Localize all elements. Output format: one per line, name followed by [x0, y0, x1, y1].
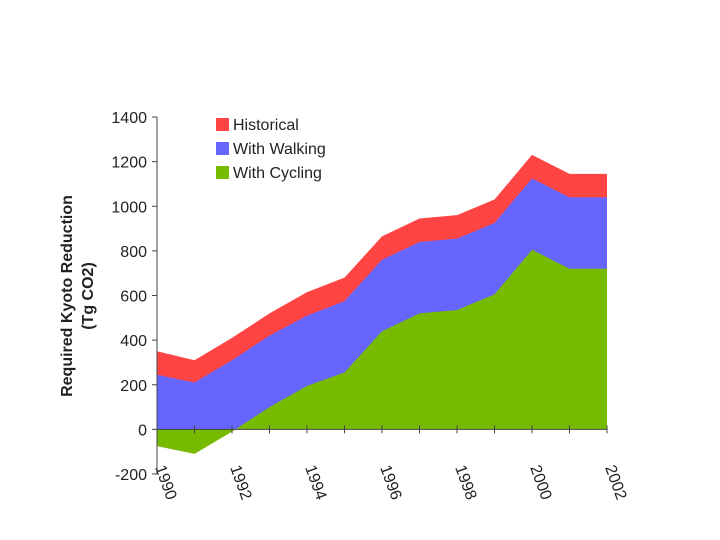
- area-layer: [157, 154, 607, 454]
- y-tick-label: 1000: [111, 199, 147, 216]
- y-axis-label-line-2: (Tg CO2): [80, 262, 97, 330]
- area-with-cycling: [157, 249, 607, 454]
- y-tick-label: 1400: [111, 110, 147, 127]
- legend: Historical With Walking With Cycling: [216, 117, 326, 182]
- x-tick-label: 1992: [226, 463, 254, 502]
- y-tick-label: 800: [120, 244, 147, 261]
- y-tick-group: -200 0 200 400 600 800 1000 1200 1400: [111, 110, 157, 484]
- x-tick-label: 1990: [151, 463, 179, 502]
- legend-swatch-historical: [216, 118, 229, 131]
- legend-swatch-with-cycling: [216, 166, 229, 179]
- x-tick-label: 2002: [601, 463, 629, 502]
- x-tick-label: 1998: [451, 463, 479, 502]
- legend-label: With Walking: [233, 141, 326, 158]
- y-tick-label: 1200: [111, 155, 147, 172]
- y-tick-label: 400: [120, 333, 147, 350]
- x-tick-label: 2000: [526, 463, 554, 502]
- x-tick-label: 1996: [376, 463, 404, 502]
- legend-swatch-with-walking: [216, 142, 229, 155]
- y-tick-label: -200: [115, 467, 147, 484]
- y-tick-label: 0: [138, 422, 147, 439]
- legend-label: With Cycling: [233, 165, 322, 182]
- y-tick-label: 600: [120, 289, 147, 306]
- y-tick-label: 200: [120, 378, 147, 395]
- legend-label: Historical: [233, 117, 299, 134]
- y-axis-label-line-1: Required Kyoto Reduction: [59, 195, 76, 397]
- y-axis-label: Required Kyoto Reduction (Tg CO2): [59, 195, 97, 397]
- x-tick-label: 1994: [301, 463, 329, 502]
